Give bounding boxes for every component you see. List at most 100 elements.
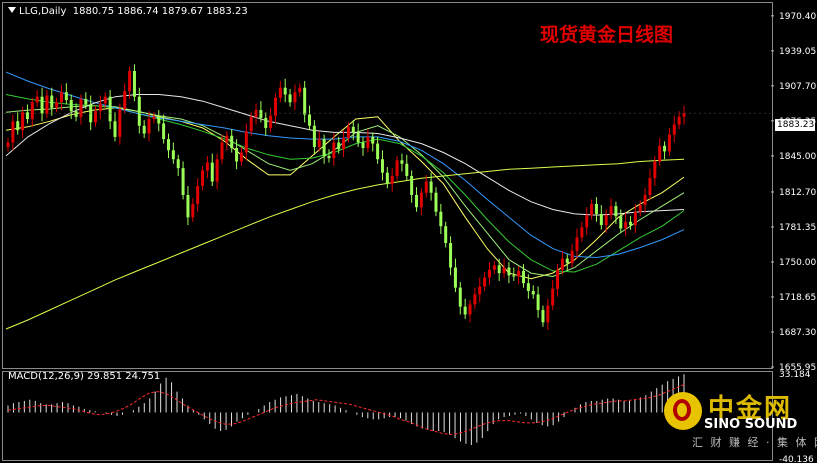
candle-body xyxy=(239,152,243,162)
moving-average-line xyxy=(5,94,685,216)
candle-body xyxy=(74,111,78,117)
sino-sound-logo-icon xyxy=(664,392,702,430)
candle-body xyxy=(536,294,540,310)
candle-body xyxy=(648,178,652,195)
candle-body xyxy=(293,92,297,103)
candle-body xyxy=(497,265,501,274)
candle-body xyxy=(259,110,263,118)
candle-body xyxy=(468,304,472,315)
moving-average-line xyxy=(5,107,685,280)
candle-body xyxy=(123,91,127,109)
price-axis-label: 1718.65 xyxy=(779,293,816,303)
candle-body xyxy=(444,226,448,243)
candle-body xyxy=(230,135,234,149)
candle-body xyxy=(322,139,326,156)
candle-body xyxy=(541,309,545,323)
candle-body xyxy=(380,159,384,173)
candle-body xyxy=(376,143,380,160)
candle-body xyxy=(249,116,253,132)
chart-header: LLG,Daily 1880.75 1886.74 1879.67 1883.2… xyxy=(8,6,248,18)
candle-body xyxy=(667,134,671,152)
candle-body xyxy=(526,283,530,292)
candle-body xyxy=(419,192,423,208)
candle-body xyxy=(220,142,224,160)
candle-body xyxy=(64,92,68,101)
candle-body xyxy=(40,96,44,114)
candle-body xyxy=(556,269,560,289)
candle-body xyxy=(137,96,141,126)
candle-body xyxy=(677,116,681,125)
candle-body xyxy=(492,265,496,270)
candle-body xyxy=(298,87,302,93)
candle-body xyxy=(98,103,102,112)
candle-body xyxy=(152,116,156,120)
candle-body xyxy=(191,203,195,218)
price-axis-label: 1655.95 xyxy=(779,363,816,373)
candle-body xyxy=(546,305,550,323)
candle-body xyxy=(502,267,506,274)
candle-body xyxy=(624,221,628,229)
candle-body xyxy=(45,95,49,114)
candle-body xyxy=(672,124,676,135)
candle-body xyxy=(171,150,175,160)
candle-body xyxy=(69,100,73,112)
candle-body xyxy=(366,136,370,149)
candle-body xyxy=(609,206,613,216)
candle-body xyxy=(205,162,209,171)
candle-body xyxy=(487,269,491,278)
candle-body xyxy=(108,96,112,122)
candle-body xyxy=(317,139,321,147)
candle-body xyxy=(25,112,29,120)
price-axis-label: 1750.00 xyxy=(779,258,816,268)
watermark-en: SINO SOUND xyxy=(704,417,798,432)
candle-body xyxy=(176,159,180,169)
candle-body xyxy=(594,203,598,214)
candle-body xyxy=(463,306,467,315)
candle-body xyxy=(507,267,511,276)
candle-body xyxy=(371,136,375,144)
candle-body xyxy=(264,117,268,128)
candle-body xyxy=(361,142,365,149)
watermark-sub: 汇 财 赚 经 · 集 体 网 xyxy=(692,436,817,449)
candle-body xyxy=(215,159,219,182)
macd-panel xyxy=(2,371,773,461)
candle-body xyxy=(512,275,516,277)
candle-body xyxy=(658,145,662,162)
candle-body xyxy=(269,115,273,128)
candle-body xyxy=(332,142,336,159)
candle-body xyxy=(50,95,54,108)
candle-body xyxy=(244,131,248,153)
candle-body xyxy=(235,148,239,162)
candle-body xyxy=(113,121,117,137)
candle-body xyxy=(351,126,355,133)
candle-body xyxy=(186,194,190,218)
candle-body xyxy=(453,267,457,288)
price-axis-label: 1687.30 xyxy=(779,328,816,338)
candle-body xyxy=(16,121,20,131)
candle-body xyxy=(273,97,277,116)
candle-body xyxy=(633,211,637,226)
candle-body xyxy=(473,294,477,305)
price-axis-label: 1970.40 xyxy=(779,12,816,22)
price-axis-label: 1781.35 xyxy=(779,223,816,233)
candle-body xyxy=(118,108,122,137)
moving-average-line xyxy=(5,94,685,273)
dropdown-triangle-icon[interactable] xyxy=(8,7,16,13)
candle-body xyxy=(604,215,608,226)
candle-body xyxy=(390,175,394,184)
moving-average-line xyxy=(5,158,685,330)
candle-body xyxy=(429,181,433,193)
candle-body xyxy=(84,98,88,105)
candle-body xyxy=(531,291,535,295)
candle-body xyxy=(565,258,569,264)
candle-body xyxy=(458,287,462,307)
price-axis-label: 1907.70 xyxy=(779,82,816,92)
watermark-logo: 中金网 SINO SOUND 汇 财 赚 经 · 集 体 网 xyxy=(664,388,817,460)
candle-body xyxy=(181,168,185,195)
price-axis-label: 1845.00 xyxy=(779,152,816,162)
candle-body xyxy=(225,135,229,143)
candle-body xyxy=(575,237,579,251)
candle-body xyxy=(400,160,404,164)
candle-body xyxy=(55,102,59,108)
